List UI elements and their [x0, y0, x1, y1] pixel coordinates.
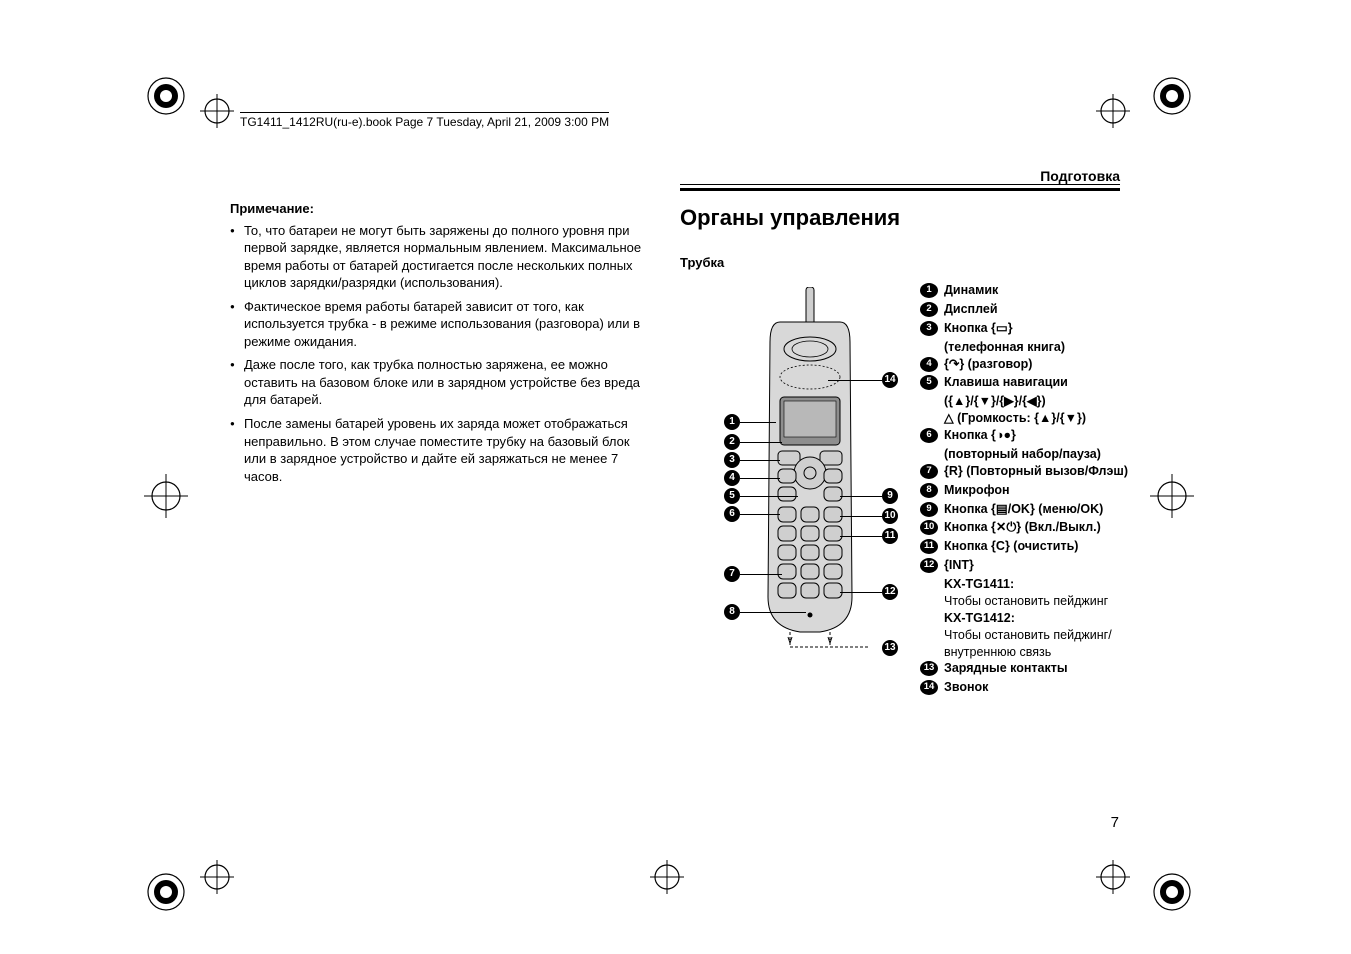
legend-sub: Чтобы остановить пейджинг/ внутреннюю св…	[920, 627, 1140, 661]
callout-5: 5	[724, 488, 740, 504]
legend-item: 4{↷} (разговор)	[920, 356, 1140, 373]
callout-11: 11	[882, 528, 898, 544]
callout-9: 9	[882, 488, 898, 504]
section-rule-thin	[680, 184, 1120, 185]
legend-sub: ({▲}/{▼}/{▶}/{◀})	[920, 393, 1140, 410]
legend-item: 5Клавиша навигации	[920, 374, 1140, 391]
regmark-mid-left	[144, 474, 188, 518]
regmark-top-right-outer	[1150, 74, 1194, 118]
callout-line	[740, 442, 782, 443]
section-rule-thick	[680, 188, 1120, 191]
legend-item: 13Зарядные контакты	[920, 660, 1140, 677]
legend-sub: (повторный набор/пауза)	[920, 446, 1140, 463]
legend-item: 11Кнопка {C} (очистить)	[920, 538, 1140, 555]
legend-item: 14Звонок	[920, 679, 1140, 696]
callout-2: 2	[724, 434, 740, 450]
callout-14: 14	[882, 372, 898, 388]
callout-line	[740, 612, 806, 613]
legend-sub: (телефонная книга)	[920, 339, 1140, 356]
callout-13: 13	[882, 640, 898, 656]
callout-line	[840, 536, 882, 537]
regmark-bot-right-outer	[1150, 870, 1194, 914]
regmark-bot-center-cross	[650, 860, 684, 894]
section-header: Подготовка	[680, 168, 1120, 184]
regmark-bot-left-cross	[200, 860, 234, 894]
callout-10: 10	[882, 508, 898, 524]
legend-item: 12{INT}	[920, 557, 1140, 574]
legend-item: 1Динамик	[920, 282, 1140, 299]
page-number: 7	[1111, 814, 1119, 831]
controls-heading: Органы управления	[680, 205, 1120, 231]
callout-line	[740, 496, 798, 497]
callout-line	[740, 422, 776, 423]
callout-1: 1	[724, 414, 740, 430]
callout-12: 12	[882, 584, 898, 600]
callout-line	[740, 574, 782, 575]
legend-item: 9Кнопка {▤/OK} (меню/OK)	[920, 501, 1140, 518]
callout-line	[840, 516, 882, 517]
regmark-mid-right	[1150, 474, 1194, 518]
note-bullet: После замены батарей уровень их заряда м…	[230, 415, 650, 485]
callout-line	[740, 460, 780, 461]
note-list: То, что батареи не могут быть заряжены д…	[230, 222, 650, 486]
note-title: Примечание:	[230, 200, 650, 218]
callout-line	[740, 478, 780, 479]
regmark-bot-left-outer	[144, 870, 188, 914]
handset-illustration	[750, 287, 870, 667]
header-running-text: TG1411_1412RU(ru-e).book Page 7 Tuesday,…	[240, 112, 609, 129]
callout-3: 3	[724, 452, 740, 468]
legend-item: 3Кнопка {▭}	[920, 320, 1140, 337]
legend-sub: Чтобы остановить пейджинг	[920, 593, 1140, 610]
legend-item: 2Дисплей	[920, 301, 1140, 318]
callout-6: 6	[724, 506, 740, 522]
legend-sub: △ (Громкость: {▲}/{▼})	[920, 410, 1140, 427]
callout-8: 8	[724, 604, 740, 620]
callout-7: 7	[724, 566, 740, 582]
callout-4: 4	[724, 470, 740, 486]
legend-item: 6Кнопка {◑●}	[920, 427, 1140, 444]
note-bullet: Фактическое время работы батарей зависит…	[230, 298, 650, 351]
callout-line	[828, 380, 882, 381]
regmark-bot-right-cross	[1096, 860, 1130, 894]
controls-section: Органы управления Трубка	[680, 205, 1120, 712]
legend-list: 1Динамик 2Дисплей 3Кнопка {▭} (телефонна…	[920, 282, 1140, 698]
legend-item: 10Кнопка {✕⏻} (Вкл./Выкл.)	[920, 519, 1140, 536]
note-bullet: Даже после того, как трубка полностью за…	[230, 356, 650, 409]
callout-line	[740, 514, 780, 515]
legend-item: 8Микрофон	[920, 482, 1140, 499]
note-block: Примечание: То, что батареи не могут быт…	[230, 200, 650, 491]
regmark-top-right-cross	[1096, 94, 1130, 128]
handset-diagram: 1 2 3 4 5 6 7 8 14 9 10 11 12 13 1Динами…	[680, 282, 1120, 712]
callout-line	[840, 592, 882, 593]
controls-subheading: Трубка	[680, 255, 1120, 270]
regmark-top-left-outer	[144, 74, 188, 118]
legend-sub: KX-TG1412:	[920, 610, 1140, 627]
legend-sub: KX-TG1411:	[920, 576, 1140, 593]
regmark-top-left-cross	[200, 94, 234, 128]
note-bullet: То, что батареи не могут быть заряжены д…	[230, 222, 650, 292]
legend-item: 7{R} (Повторный вызов/Флэш)	[920, 463, 1140, 480]
callout-line	[840, 496, 882, 497]
